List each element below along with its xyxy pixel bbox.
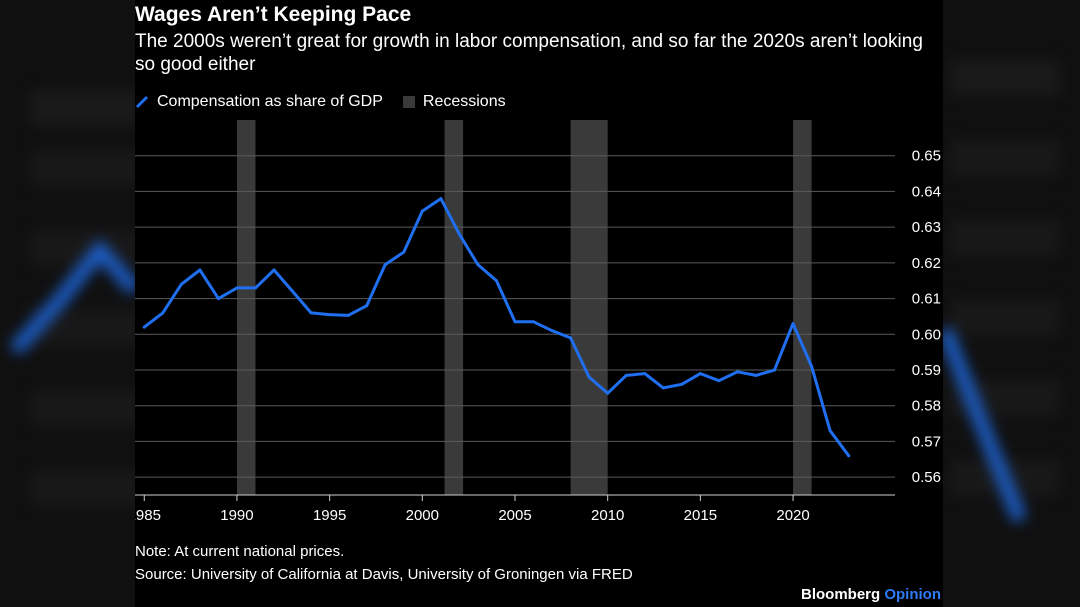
chart-title: Wages Aren’t Keeping Pace (135, 3, 412, 26)
data-point (550, 329, 554, 333)
data-point (439, 197, 443, 201)
legend-recession-label: Recessions (422, 93, 506, 110)
data-point (235, 286, 239, 290)
recession-band-3 (570, 120, 608, 495)
data-point (420, 209, 424, 213)
data-point (253, 286, 257, 290)
data-point (161, 311, 165, 315)
gridlines (135, 155, 895, 478)
chart-legend: Compensation as share of GDP Recessions (135, 91, 526, 113)
legend-line-icon (135, 95, 149, 109)
y-tick-label: 0.64 (912, 183, 941, 200)
data-point (847, 454, 851, 458)
x-tick-label: 1990 (220, 507, 253, 524)
x-tick-label: 1985 (135, 507, 161, 524)
data-point (698, 372, 702, 376)
legend-recession-swatch-icon (402, 96, 415, 108)
recession-band-2 (444, 120, 464, 495)
data-point (142, 325, 146, 329)
data-point (457, 232, 461, 236)
recession-bands (236, 120, 812, 495)
data-point (661, 386, 665, 390)
data-point (643, 372, 647, 376)
data-point (513, 320, 517, 324)
data-point (606, 391, 610, 395)
y-tick-label: 0.61 (912, 291, 941, 308)
data-point (365, 304, 369, 308)
x-tick-label: 2015 (684, 507, 717, 524)
data-point (717, 379, 721, 383)
chart-note: Note: At current national prices. (135, 543, 345, 560)
data-point (773, 368, 777, 372)
y-tick-label: 0.59 (912, 362, 941, 379)
data-point (735, 370, 739, 374)
y-tick-label: 0.62 (912, 255, 941, 272)
y-tick-label: 0.63 (912, 219, 941, 236)
recession-band-4 (793, 120, 812, 495)
data-point (272, 268, 276, 272)
data-point (291, 289, 295, 293)
chart-source: Source: University of California at Davi… (135, 566, 633, 583)
data-point (532, 320, 536, 324)
x-tick-label: 2005 (498, 507, 531, 524)
data-point (791, 322, 795, 326)
x-tick-label: 1995 (313, 507, 346, 524)
data-point (179, 282, 183, 286)
y-tick-label: 0.56 (912, 469, 941, 486)
data-point (383, 263, 387, 267)
legend-item-series: Compensation as share of GDP (135, 93, 383, 111)
data-point (680, 382, 684, 386)
data-point (216, 297, 220, 301)
brand-logo: Bloomberg Opinion (801, 586, 941, 603)
y-tick-label: 0.58 (912, 398, 941, 415)
data-point (624, 373, 628, 377)
series-layer (142, 197, 851, 458)
y-axis-ticks: 0.56 0.57 0.58 0.59 0.60 0.61 0.62 0.63 0.64 0.65 (912, 148, 941, 486)
brand-name: Bloomberg (801, 586, 881, 603)
x-tick-label: 2000 (406, 507, 439, 524)
data-point (494, 279, 498, 283)
data-point (828, 429, 832, 433)
legend-series-label: Compensation as share of GDP (157, 93, 383, 110)
chart-panel: Wages Aren’t Keeping Pace The 2000s were… (135, 0, 943, 607)
line-chart: 0.56 0.57 0.58 0.59 0.60 0.61 0.62 0.63 0.64 0.65… (135, 120, 941, 524)
data-point (569, 336, 573, 340)
chart-subtitle: The 2000s weren’t great for growth in la… (135, 31, 923, 75)
data-point (328, 313, 332, 317)
recession-band-1 (236, 120, 256, 495)
y-tick-label: 0.60 (912, 326, 941, 343)
data-point (309, 311, 313, 315)
data-point (587, 375, 591, 379)
data-point (476, 263, 480, 267)
x-tick-label: 2020 (776, 507, 809, 524)
data-point (810, 364, 814, 368)
y-tick-label: 0.57 (912, 433, 941, 450)
y-tick-label: 0.65 (912, 148, 941, 165)
x-axis: 1985 1990 1995 2000 2005 2010 2015 2020 (135, 494, 895, 524)
data-point (346, 313, 350, 317)
data-point (402, 250, 406, 254)
data-point (754, 373, 758, 377)
data-point (198, 268, 202, 272)
brand-product: Opinion (884, 586, 941, 603)
legend-item-recessions: Recessions (402, 93, 506, 111)
x-tick-label: 2010 (591, 507, 624, 524)
